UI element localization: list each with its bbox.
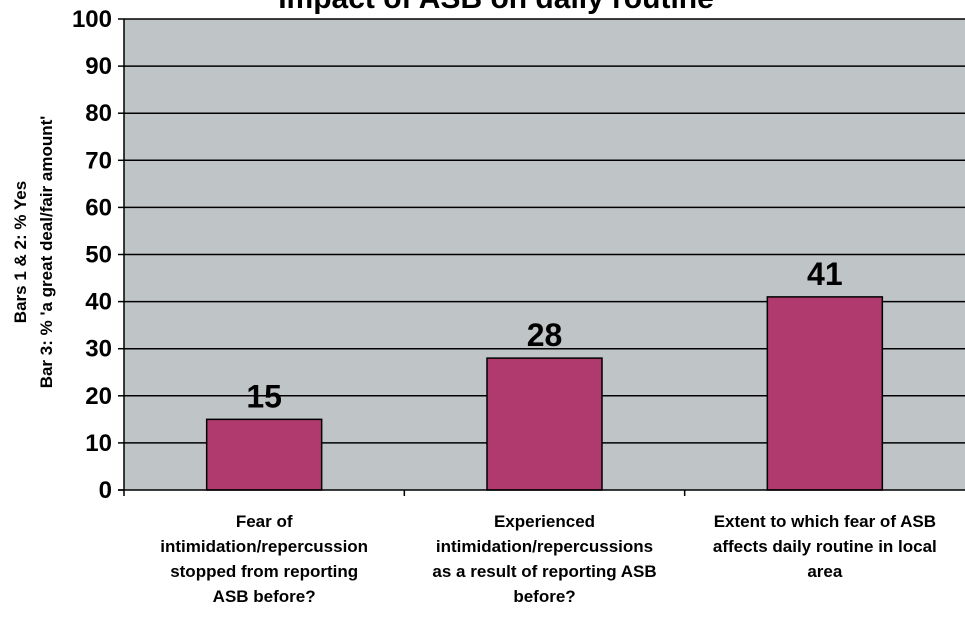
y-tick-label: 70 bbox=[85, 147, 112, 174]
bars bbox=[205, 296, 884, 491]
y-tick-label: 90 bbox=[85, 53, 112, 80]
x-tick-label: Experienced intimidation/repercussions as … bbox=[432, 512, 656, 606]
x-tick-label: Fear of intimidation/repercussion stopped … bbox=[160, 512, 368, 606]
data-label: 15 bbox=[246, 378, 282, 414]
x-tick-label: Extent to which fear of ASB affects daily… bbox=[713, 512, 937, 581]
y-tick-label: 0 bbox=[99, 477, 112, 504]
data-label: 41 bbox=[807, 256, 843, 292]
y-tick-label: 20 bbox=[85, 383, 112, 410]
data-label: 28 bbox=[527, 317, 563, 353]
y-axis-label-line: Bars 1 & 2: % Yes bbox=[11, 181, 30, 323]
chart-title: Impact of ASB on daily routine bbox=[278, 0, 714, 15]
bar bbox=[205, 418, 323, 491]
y-tick-label: 100 bbox=[72, 6, 112, 33]
x-tick-labels: Fear of intimidation/repercussion stopped … bbox=[160, 512, 937, 606]
y-tick-label: 60 bbox=[85, 194, 112, 221]
y-axis-label: Bars 1 & 2: % Yes Bar 3: % 'a great deal/… bbox=[11, 116, 56, 389]
y-tick-label: 50 bbox=[85, 242, 112, 269]
y-tick-label: 80 bbox=[85, 100, 112, 127]
y-tick-labels: 0 10 20 30 40 50 60 70 80 90 100 bbox=[72, 6, 112, 504]
y-tick-label: 40 bbox=[85, 289, 112, 316]
axes bbox=[118, 18, 965, 496]
y-axis-label-line: Bar 3: % 'a great deal/fair amount' bbox=[37, 116, 56, 389]
bar bbox=[766, 296, 884, 491]
bar bbox=[486, 357, 603, 491]
data-labels: 15 28 41 bbox=[246, 256, 842, 414]
y-tick-label: 10 bbox=[85, 430, 112, 457]
y-tick-label: 30 bbox=[85, 336, 112, 363]
